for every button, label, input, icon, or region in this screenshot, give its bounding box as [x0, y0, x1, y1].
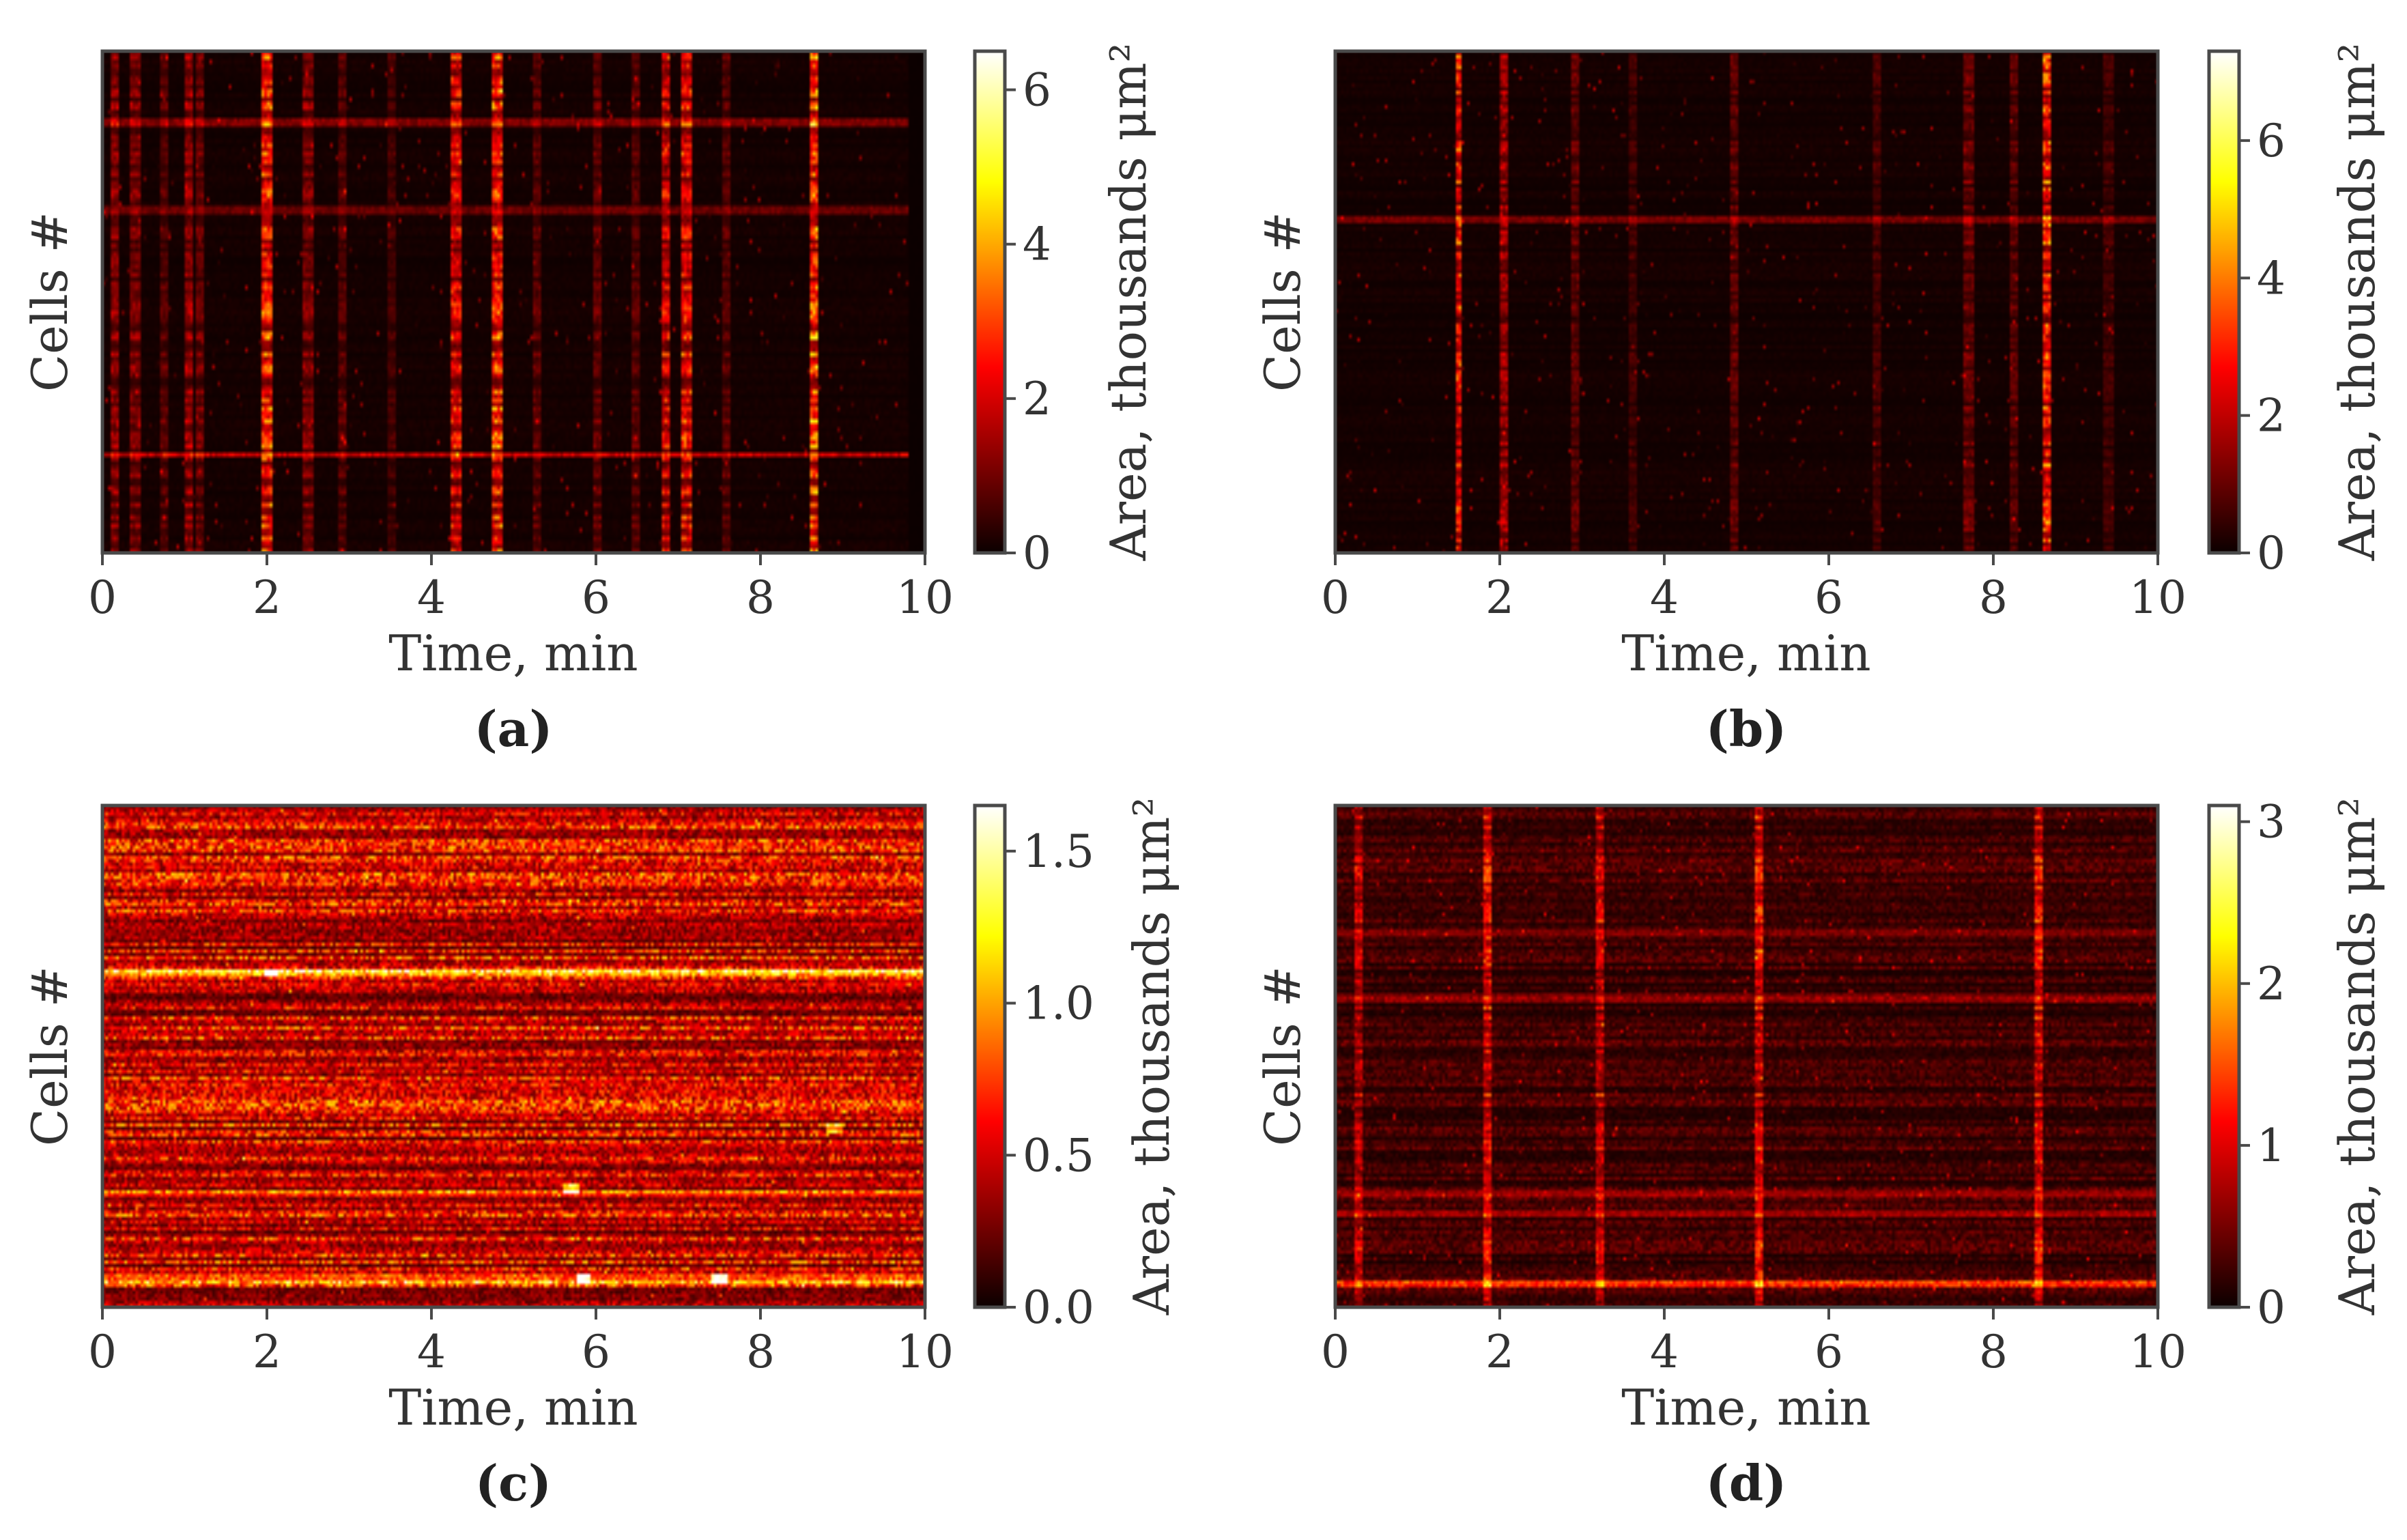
x-tick-label-d-5: 10	[2129, 1326, 2187, 1378]
x-ticks-c: 0 2 4 6 8 10	[88, 1307, 954, 1378]
x-ticks-b: 0 2 4 6 8 10	[1321, 553, 2187, 624]
x-tick-label-a-3: 6	[582, 571, 610, 624]
colorbar-tick-label-a-2: 4	[1023, 218, 1051, 271]
colorbar-label-d: Area, thousands μm²	[2328, 797, 2386, 1316]
colorbar-tick-label-c-2: 1.0	[1023, 978, 1094, 1030]
x-tick-label-b-0: 0	[1321, 571, 1350, 624]
x-tick-label-c-3: 6	[582, 1326, 610, 1378]
y-axis-label-a: Cells #	[21, 212, 79, 392]
x-tick-label-c-0: 0	[88, 1326, 117, 1378]
colorbar-tick-label-d-3: 3	[2257, 796, 2285, 849]
colorbar-tick-label-b-3: 6	[2257, 115, 2285, 167]
colorbar-tick-label-c-0: 0.0	[1023, 1281, 1094, 1334]
colorbar-tick-label-a-0: 0	[1023, 527, 1051, 580]
colorbar-d: 0 1 2 3 Area, thousands μm²	[2207, 796, 2386, 1334]
x-tick-label-b-2: 4	[1650, 571, 1679, 624]
x-axis-label-a: Time, min	[388, 625, 638, 682]
heatmap-c	[102, 805, 925, 1307]
colorbar-tick-label-c-1: 0.5	[1023, 1129, 1094, 1182]
colorbar-gradient-a	[975, 51, 1005, 553]
x-tick-label-a-5: 10	[896, 571, 954, 624]
colorbar-tick-label-b-2: 4	[2257, 252, 2285, 304]
x-tick-label-d-1: 2	[1485, 1326, 1514, 1378]
x-tick-label-a-1: 2	[253, 571, 281, 624]
x-tick-label-d-4: 8	[1979, 1326, 2008, 1378]
panel-caption-a: (a)	[474, 700, 553, 758]
colorbar-a: 0 2 4 6 Area, thousands μm²	[973, 43, 1157, 580]
colorbar-frame-a	[973, 49, 1007, 555]
colorbar-tick-label-c-3: 1.5	[1023, 825, 1094, 878]
colorbar-tick-label-d-0: 0	[2257, 1281, 2285, 1334]
x-axis-label-b: Time, min	[1621, 625, 1870, 682]
plot-frame-b	[1333, 49, 2160, 555]
colorbar-gradient-d	[2209, 805, 2239, 1307]
x-tick-label-c-5: 10	[896, 1326, 954, 1378]
x-tick-label-b-5: 10	[2129, 571, 2187, 624]
heatmap-d	[1335, 805, 2158, 1307]
colorbar-tick-label-b-1: 2	[2257, 390, 2285, 442]
colorbar-gradient-b	[2209, 51, 2239, 553]
x-tick-label-a-4: 8	[746, 571, 775, 624]
panel-c: 0 2 4 6 8 10 Time, min Cells # (c) 0.00.…	[21, 797, 1180, 1512]
colorbar-tick-label-d-2: 2	[2257, 958, 2285, 1010]
x-tick-label-c-1: 2	[253, 1326, 281, 1378]
x-tick-label-b-3: 6	[1814, 571, 1843, 624]
x-ticks-a: 0 2 4 6 8 10	[88, 553, 954, 624]
panel-b: 0 2 4 6 8 10 Time, min Cells # (b) 0 2 4 6 …	[1254, 43, 2386, 758]
x-axis-label-d: Time, min	[1621, 1379, 1870, 1436]
x-ticks-d: 0 2 4 6 8 10	[1321, 1307, 2187, 1378]
x-tick-label-b-4: 8	[1979, 571, 2008, 624]
plot-frame-a	[100, 49, 927, 555]
colorbar-gradient-c	[975, 805, 1005, 1307]
y-axis-label-d: Cells #	[1254, 966, 1311, 1146]
y-axis-label-b: Cells #	[1254, 212, 1311, 392]
x-axis-label-c: Time, min	[388, 1379, 638, 1436]
x-tick-label-c-2: 4	[417, 1326, 446, 1378]
colorbar-label-a: Area, thousands μm²	[1100, 43, 1157, 562]
x-tick-label-d-0: 0	[1321, 1326, 1350, 1378]
colorbar-tick-label-a-1: 2	[1023, 373, 1051, 425]
colorbar-c: 0.0 0.5 1.0 1.5 Area, thousands μm²	[973, 797, 1180, 1334]
x-tick-label-c-4: 8	[746, 1326, 775, 1378]
colorbar-tick-label-d-1: 1	[2257, 1120, 2285, 1172]
colorbar-label-b: Area, thousands μm²	[2328, 43, 2386, 562]
panel-caption-c: (c)	[475, 1454, 552, 1512]
panel-caption-b: (b)	[1706, 700, 1786, 758]
x-tick-label-d-2: 4	[1650, 1326, 1679, 1378]
colorbar-b: 0 2 4 6 Area, thousands μm²	[2207, 43, 2386, 580]
colorbar-frame-c	[973, 803, 1007, 1309]
panel-d: 0 2 4 6 8 10 Time, min Cells # (d) 0123 …	[1254, 796, 2386, 1512]
heatmap-a	[102, 51, 925, 553]
y-axis-label-c: Cells #	[21, 966, 79, 1146]
x-tick-label-a-0: 0	[88, 571, 117, 624]
colorbar-tick-label-b-0: 0	[2257, 527, 2285, 580]
x-tick-label-a-2: 4	[417, 571, 446, 624]
heatmap-b	[1335, 51, 2158, 553]
colorbar-frame-d	[2207, 803, 2241, 1309]
plot-frame-c	[100, 803, 927, 1309]
colorbar-frame-b	[2207, 49, 2241, 555]
x-tick-label-b-1: 2	[1485, 571, 1514, 624]
colorbar-label-c: Area, thousands μm²	[1123, 797, 1180, 1316]
panel-a: 0 2 4 6 8 10 Time, min Cells # (a) 0 2 4 6 …	[21, 43, 1157, 758]
x-tick-label-d-3: 6	[1814, 1326, 1843, 1378]
plot-frame-d	[1333, 803, 2160, 1309]
panel-caption-d: (d)	[1706, 1454, 1786, 1512]
colorbar-tick-label-a-3: 6	[1023, 64, 1051, 117]
